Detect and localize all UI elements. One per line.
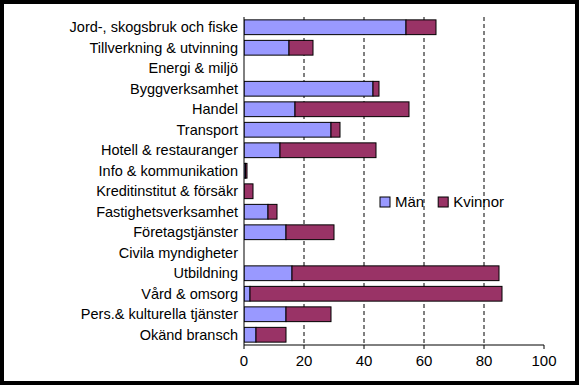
bar — [244, 40, 289, 55]
legend: Män Kvinnor — [380, 193, 504, 210]
bar — [244, 266, 292, 281]
category-label: Energi & miljö — [149, 60, 238, 76]
bar — [244, 122, 331, 137]
tick-mark — [544, 345, 545, 349]
bar — [406, 20, 436, 35]
tick-mark — [364, 345, 365, 349]
tick-mark — [424, 345, 425, 349]
tick-mark — [244, 345, 245, 349]
category-label: Byggverksamhet — [130, 81, 238, 97]
bar — [250, 286, 502, 301]
bar — [244, 327, 256, 342]
category-label: Handel — [192, 101, 238, 117]
bar — [244, 143, 280, 158]
bar — [244, 184, 253, 199]
bar — [244, 286, 250, 301]
bar — [295, 102, 409, 117]
bar — [244, 20, 406, 35]
category-label: Transport — [176, 122, 238, 138]
y-axis — [244, 17, 245, 345]
legend-label: Kvinnor — [453, 193, 504, 210]
bar — [286, 307, 331, 322]
bar — [256, 327, 286, 342]
bars — [244, 20, 502, 342]
category-label: Civila myndigheter — [119, 245, 238, 261]
bar — [286, 225, 334, 240]
category-label: Fastighetsverksamhet — [96, 204, 238, 220]
background — [4, 4, 575, 381]
category-label: Pers.& kulturella tjänster — [81, 306, 238, 322]
bar — [244, 102, 295, 117]
category-label: Företagstjänster — [133, 224, 238, 240]
tick-label: 0 — [240, 352, 248, 369]
category-label: Kreditinstitut & försäkr — [96, 183, 238, 199]
category-label: Tillverkning & utvinning — [89, 40, 238, 56]
tick-label: 80 — [476, 352, 493, 369]
tick-label: 20 — [296, 352, 313, 369]
legend-swatch — [380, 197, 390, 207]
bar — [246, 163, 248, 178]
category-label: Info & kommunikation — [99, 163, 238, 179]
bar — [373, 81, 379, 96]
bar — [280, 143, 376, 158]
category-label: Okänd bransch — [140, 327, 238, 343]
category-label: Utbildning — [174, 265, 239, 281]
bar — [331, 122, 340, 137]
bar — [292, 266, 499, 281]
tick-mark — [304, 345, 305, 349]
legend-swatch — [438, 197, 448, 207]
bar — [268, 204, 277, 219]
tick-mark — [484, 345, 485, 349]
category-label: Hotell & restauranger — [101, 142, 238, 158]
legend-label: Män — [395, 193, 424, 210]
tick-label: 100 — [531, 352, 556, 369]
bar — [244, 225, 286, 240]
category-label: Vård & omsorg — [141, 286, 238, 302]
bar — [244, 307, 286, 322]
bar — [244, 204, 268, 219]
tick-label: 60 — [416, 352, 433, 369]
chart: 0 20 40 60 80 100 Jord-, skogsbruk och fiske Ti… — [0, 0, 579, 385]
bar — [244, 81, 373, 96]
x-axis — [244, 345, 544, 346]
bar — [289, 40, 313, 55]
tick-label: 40 — [356, 352, 373, 369]
category-label: Jord-, skogsbruk och fiske — [70, 19, 238, 35]
